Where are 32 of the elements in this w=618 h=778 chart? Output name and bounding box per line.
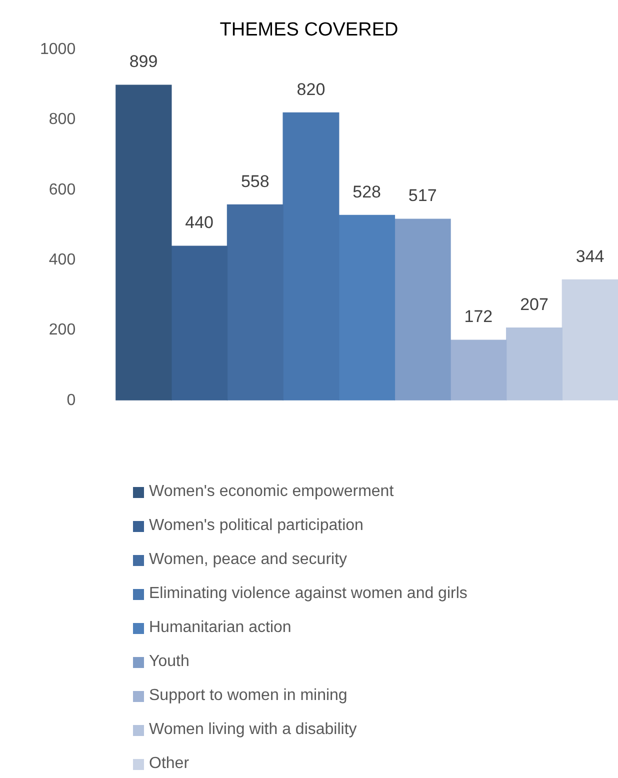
legend-label: Eliminating violence against women and girls [149,585,468,603]
legend-label: Women's political participation [149,517,364,535]
legend-label: Other [149,755,190,773]
data-label: 440 [185,213,214,232]
data-label: 820 [296,80,326,99]
data-label: 517 [408,186,437,206]
chart-title: THEMES COVERED [220,19,398,40]
bar [116,84,172,400]
legend-label: Women living with a disability [149,721,357,739]
y-tick-label: 1000 [40,41,76,58]
legend-label: Women's economic empowerment [149,483,394,501]
bar [394,218,451,400]
y-tick-label: 200 [48,322,76,339]
data-label: 558 [240,172,270,191]
y-tick-label: 0 [66,392,76,409]
bar [562,279,618,400]
legend-label: Women, peace and security [149,551,348,569]
legend-label: Support to women in mining [149,687,348,705]
bar [226,204,284,400]
data-label: 528 [352,182,381,202]
y-tick-label: 800 [48,111,76,128]
bar [506,327,563,400]
data-label: 172 [464,307,493,326]
bar [171,246,228,400]
legend-label: Youth [149,653,190,671]
y-tick-label: 400 [48,251,76,268]
bar [450,340,507,400]
data-label: 344 [576,246,604,266]
y-tick-label: 600 [48,181,76,198]
legend-label: Humanitarian action [149,619,292,637]
data-label: 207 [520,294,548,314]
data-label: 899 [129,52,158,72]
